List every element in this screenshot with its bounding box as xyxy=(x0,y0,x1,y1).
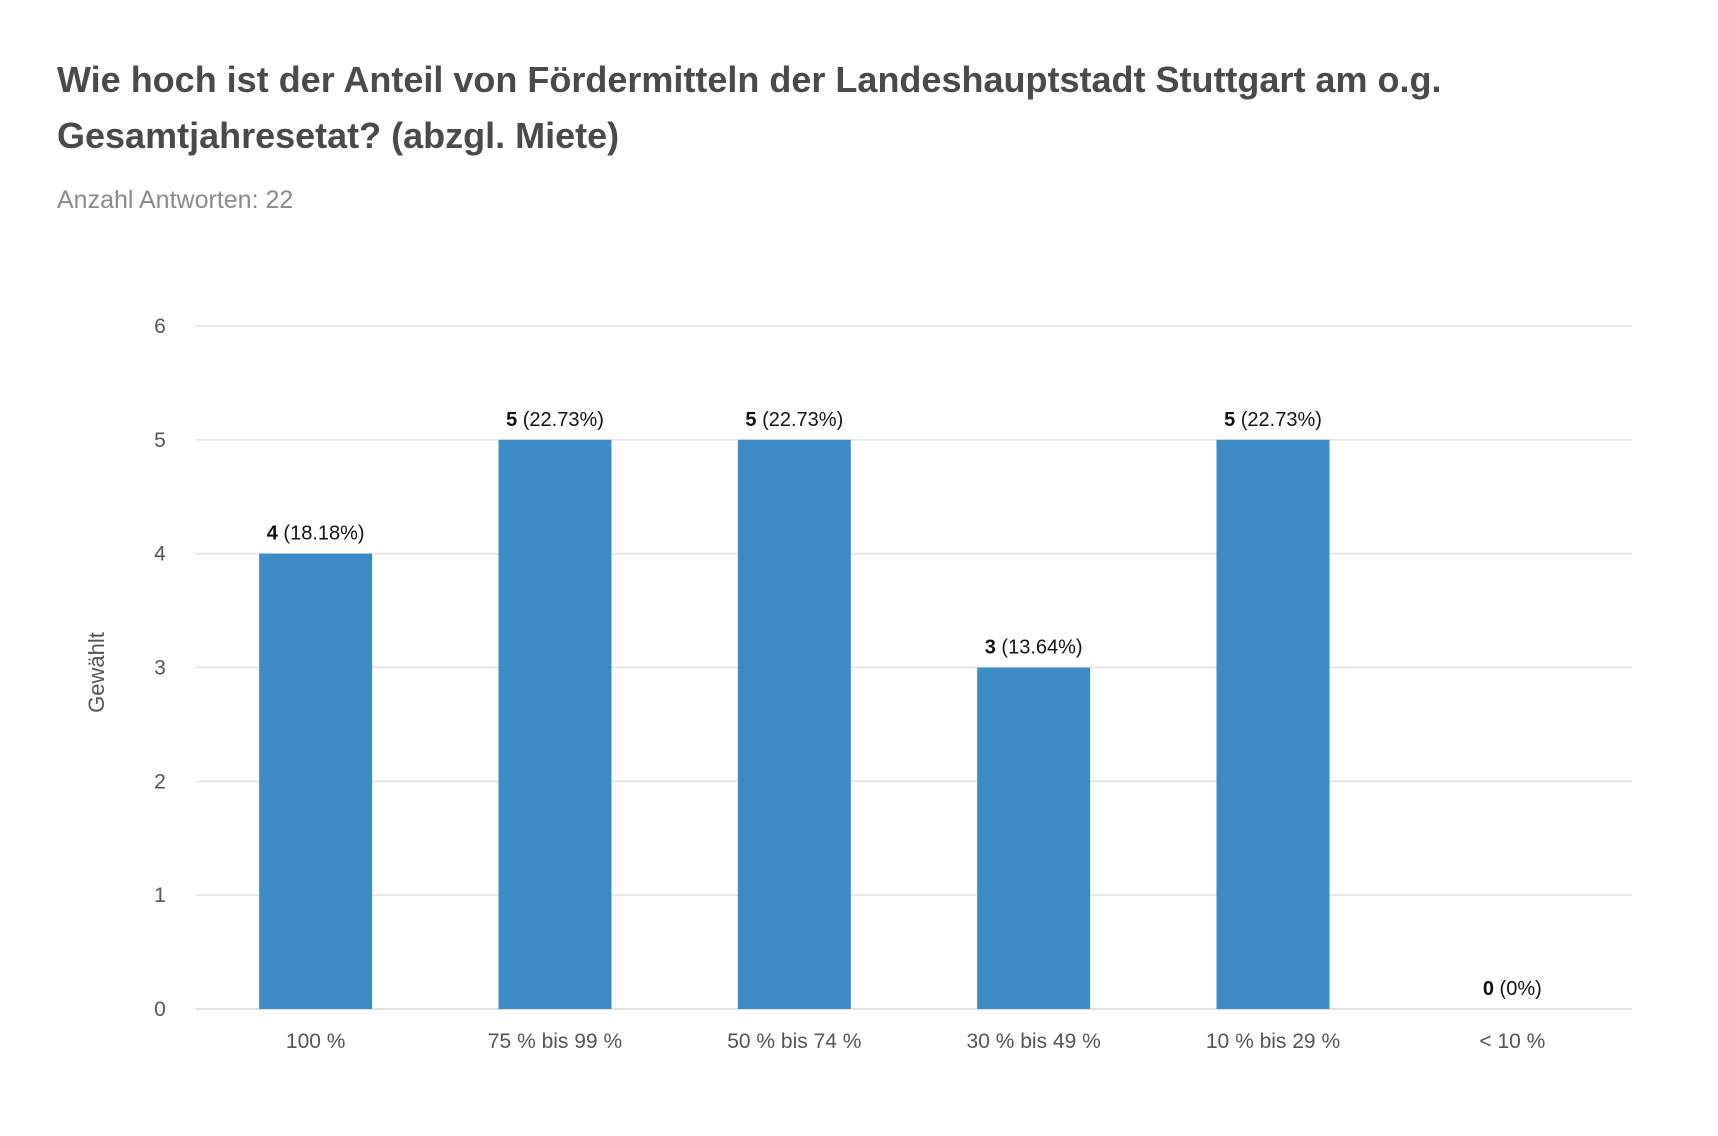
data-label: 5 (22.73%) xyxy=(506,409,604,431)
x-tick-label: 75 % bis 99 % xyxy=(488,1030,622,1053)
data-label: 5 (22.73%) xyxy=(1224,409,1322,431)
page-title: Wie hoch ist der Anteil von Fördermittel… xyxy=(57,59,1442,156)
y-tick-label: 5 xyxy=(154,429,166,452)
data-label: 4 (18.18%) xyxy=(267,523,365,545)
data-labels: 4 (18.18%)5 (22.73%) 5 (22.73%)3 (13.64%)… xyxy=(267,409,1542,1000)
x-tick-label: 50 % bis 74 % xyxy=(727,1030,861,1053)
data-label-percent: (18.18%) xyxy=(278,523,365,545)
y-tick-label: 4 xyxy=(154,543,166,566)
bar[interactable] xyxy=(737,439,851,1009)
data-label-count: 0 xyxy=(1483,978,1494,1000)
bars xyxy=(259,439,1330,1010)
x-tick-label: < 10 % xyxy=(1479,1030,1545,1053)
y-tick-label: 3 xyxy=(154,657,166,680)
y-tick-label: 2 xyxy=(154,770,166,793)
x-tick-label: 10 % bis 29 % xyxy=(1206,1030,1340,1053)
x-tick-label: 100 % xyxy=(286,1030,346,1053)
data-label-count: 5 xyxy=(1224,409,1235,431)
x-axis: 100 % 75 % bis 99 % 50 % bis 74 % 30 % bis … xyxy=(286,1030,1545,1053)
y-tick-label: 1 xyxy=(154,884,166,907)
data-label-count: 5 xyxy=(745,409,756,431)
y-axis: 0 1 2 3 4 5 6 xyxy=(154,315,166,1021)
data-label-percent: (22.73%) xyxy=(1235,409,1322,431)
data-label-percent: (13.64%) xyxy=(996,637,1083,659)
bar[interactable] xyxy=(259,553,373,1009)
data-label-percent: (22.73%) xyxy=(517,409,604,431)
y-tick-label: 6 xyxy=(154,315,166,338)
data-label: 3 (13.64%) xyxy=(985,637,1083,659)
data-label-percent: (0%) xyxy=(1494,978,1542,1000)
data-label-count: 4 xyxy=(267,523,279,545)
response-count: Anzahl Antworten: 22 xyxy=(57,186,294,214)
data-label-count: 3 xyxy=(985,637,996,659)
bar[interactable] xyxy=(498,439,612,1009)
data-label: 0 (0%) xyxy=(1483,978,1542,1000)
y-axis-title: Gewählt xyxy=(84,632,109,713)
data-label: 5 (22.73%) xyxy=(745,409,843,431)
y-tick-label: 0 xyxy=(154,998,166,1021)
x-tick-label: 30 % bis 49 % xyxy=(967,1030,1101,1053)
data-label-percent: (22.73%) xyxy=(757,409,844,431)
grid xyxy=(196,325,1632,1010)
bar[interactable] xyxy=(1216,439,1330,1009)
data-label-count: 5 xyxy=(506,409,517,431)
bar[interactable] xyxy=(977,667,1091,1010)
